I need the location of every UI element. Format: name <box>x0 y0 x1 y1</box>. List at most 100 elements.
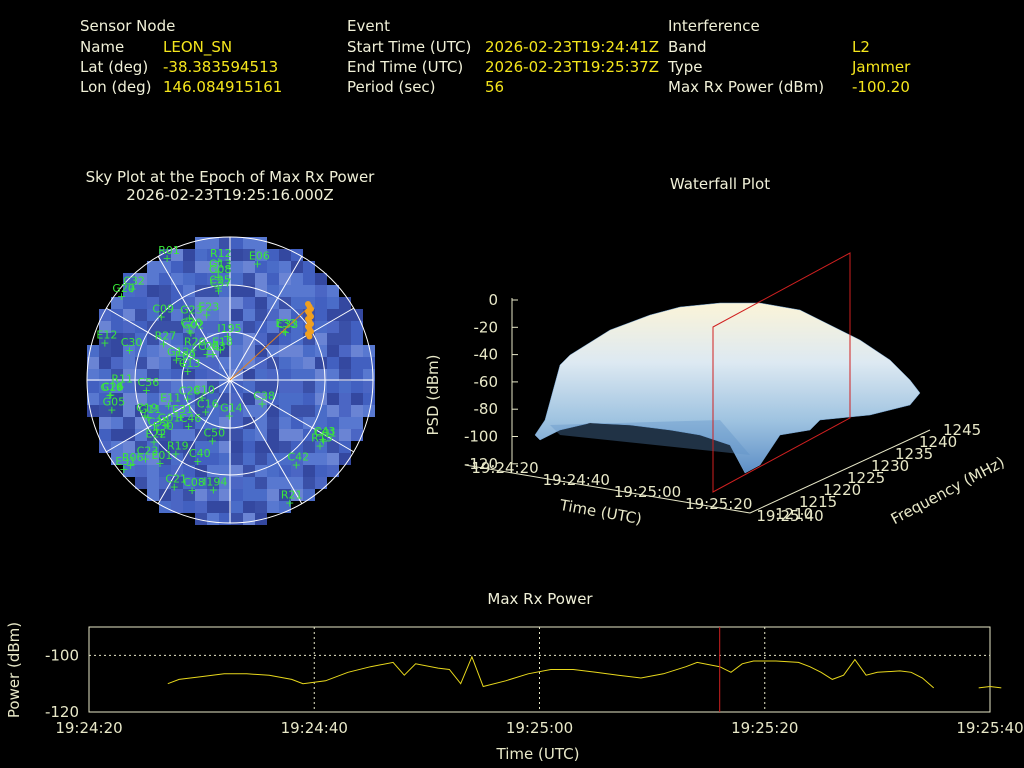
skyplot-cell <box>195 345 207 357</box>
satellite-label: C09 <box>152 303 174 316</box>
skyplot-cell <box>267 321 279 333</box>
satellite-marker: +R15 <box>311 432 333 453</box>
skyplot-cell <box>363 357 375 369</box>
skyplot-cell <box>243 297 255 309</box>
satellite-label: E33 <box>276 317 297 330</box>
skyplot-cell <box>207 477 219 489</box>
skyplot-cell <box>363 393 375 405</box>
skyplot-cell <box>159 309 171 321</box>
skyplot-cell <box>147 261 159 273</box>
skyplot-cell <box>255 441 267 453</box>
satellite-label: G08 <box>209 263 232 276</box>
skyplot-cell <box>255 333 267 345</box>
skyplot-cell <box>315 273 327 285</box>
skyplot-cell <box>255 237 267 249</box>
satellite-plus: + <box>184 420 193 433</box>
skyplot-cell <box>351 417 363 429</box>
skyplot-cell <box>279 345 291 357</box>
event-title: Event <box>347 17 390 35</box>
skyplot-cell <box>159 405 171 417</box>
satellite-label: C24 <box>198 340 220 353</box>
sensor-lat-value: -38.383594513 <box>163 58 279 76</box>
satellite-plus: + <box>285 496 294 509</box>
skyplot-cell <box>195 261 207 273</box>
skyplot-cell <box>243 405 255 417</box>
skyplot-cell <box>195 249 207 261</box>
satellite-marker: +E31 <box>115 455 136 476</box>
skyplot-cell <box>135 285 147 297</box>
skyplot-cell <box>291 453 303 465</box>
skyplot-cell <box>279 261 291 273</box>
skyplot-cell <box>207 237 219 249</box>
waterfall-z-tick-label: -20 <box>474 318 499 336</box>
skyplot-cell <box>135 369 147 381</box>
skyplot-cell <box>363 369 375 381</box>
satellite-plus: + <box>214 271 223 284</box>
satellite-plus: + <box>105 389 114 402</box>
skyplot-cell <box>171 249 183 261</box>
satellite-label: G12 <box>167 346 190 359</box>
satellite-marker: +G02 <box>182 319 205 340</box>
skyplot-cell <box>279 501 291 513</box>
interference-title: Interference <box>668 17 760 35</box>
skyplot-cell <box>159 261 171 273</box>
skyplot-cell <box>183 417 195 429</box>
waterfall-title: Waterfall Plot <box>669 175 771 193</box>
skyplot-cell <box>219 357 231 369</box>
satellite-label: R12 <box>210 247 232 260</box>
skyplot-cell <box>279 465 291 477</box>
maxrx-grid <box>89 627 990 712</box>
skyplot-cell <box>351 333 363 345</box>
skyplot-cell <box>327 381 339 393</box>
skyplot-cell <box>243 381 255 393</box>
skyplot-cell <box>279 417 291 429</box>
satellite-plus: + <box>214 284 223 297</box>
satellite-plus: + <box>183 365 192 378</box>
maxrx-ticks: 19:24:20 19:24:40 19:25:00 19:25:20 19:25:40… <box>45 646 1024 737</box>
skyplot-cell <box>207 513 219 525</box>
skyplot-cell <box>171 357 183 369</box>
satellite-plus: + <box>202 348 211 361</box>
skyplot-cell <box>219 273 231 285</box>
skyplot-cell <box>291 393 303 405</box>
satellite-plus: + <box>141 452 150 465</box>
satellite-marker: +E23 <box>198 301 219 322</box>
satellite-marker: +C21 <box>165 472 187 493</box>
satellite-label: C03 <box>204 340 226 353</box>
skyplot-cell <box>123 429 135 441</box>
maxrx-series-line <box>978 685 1002 689</box>
maxrx-x-tick-label: 19:24:40 <box>281 719 348 737</box>
satellite-marker: +C25 <box>209 273 231 294</box>
skyplot-cell <box>231 489 243 501</box>
skyplot-cell <box>279 321 291 333</box>
satellite-marker: +C10 <box>193 384 215 405</box>
waterfall-zlabel: PSD (dBm) <box>424 354 442 435</box>
skyplot-cell <box>87 345 99 357</box>
satellite-label: G14 <box>220 402 243 415</box>
skyplot-cell <box>267 489 279 501</box>
satellite-marker: +I195 <box>217 322 241 343</box>
satellite-plus: + <box>162 419 171 432</box>
satellite-label: E31 <box>115 455 136 468</box>
satellite-plus: + <box>279 325 288 338</box>
skyplot-cell <box>267 273 279 285</box>
skyplot-cell <box>363 345 375 357</box>
satellite-marker: +E18 <box>212 335 233 356</box>
satellite-marker: +R06 <box>122 451 144 472</box>
skyplot-cell <box>87 357 99 369</box>
skyplot-cell <box>219 489 231 501</box>
skyplot-cell <box>267 405 279 417</box>
satellite-plus: + <box>319 434 328 447</box>
waterfall-freq-axis <box>749 429 931 514</box>
skyplot-cell <box>315 393 327 405</box>
skyplot-cell <box>315 405 327 417</box>
skyplot-cell <box>339 405 351 417</box>
skyplot-cell <box>315 429 327 441</box>
interference-band-label: Band <box>668 38 707 56</box>
skyplot-cell <box>303 489 315 501</box>
skyplot-cell <box>351 381 363 393</box>
event-period-value: 56 <box>485 78 505 96</box>
skyplot-cell <box>171 477 183 489</box>
skyplot-cell <box>255 501 267 513</box>
skyplot-cell <box>255 417 267 429</box>
